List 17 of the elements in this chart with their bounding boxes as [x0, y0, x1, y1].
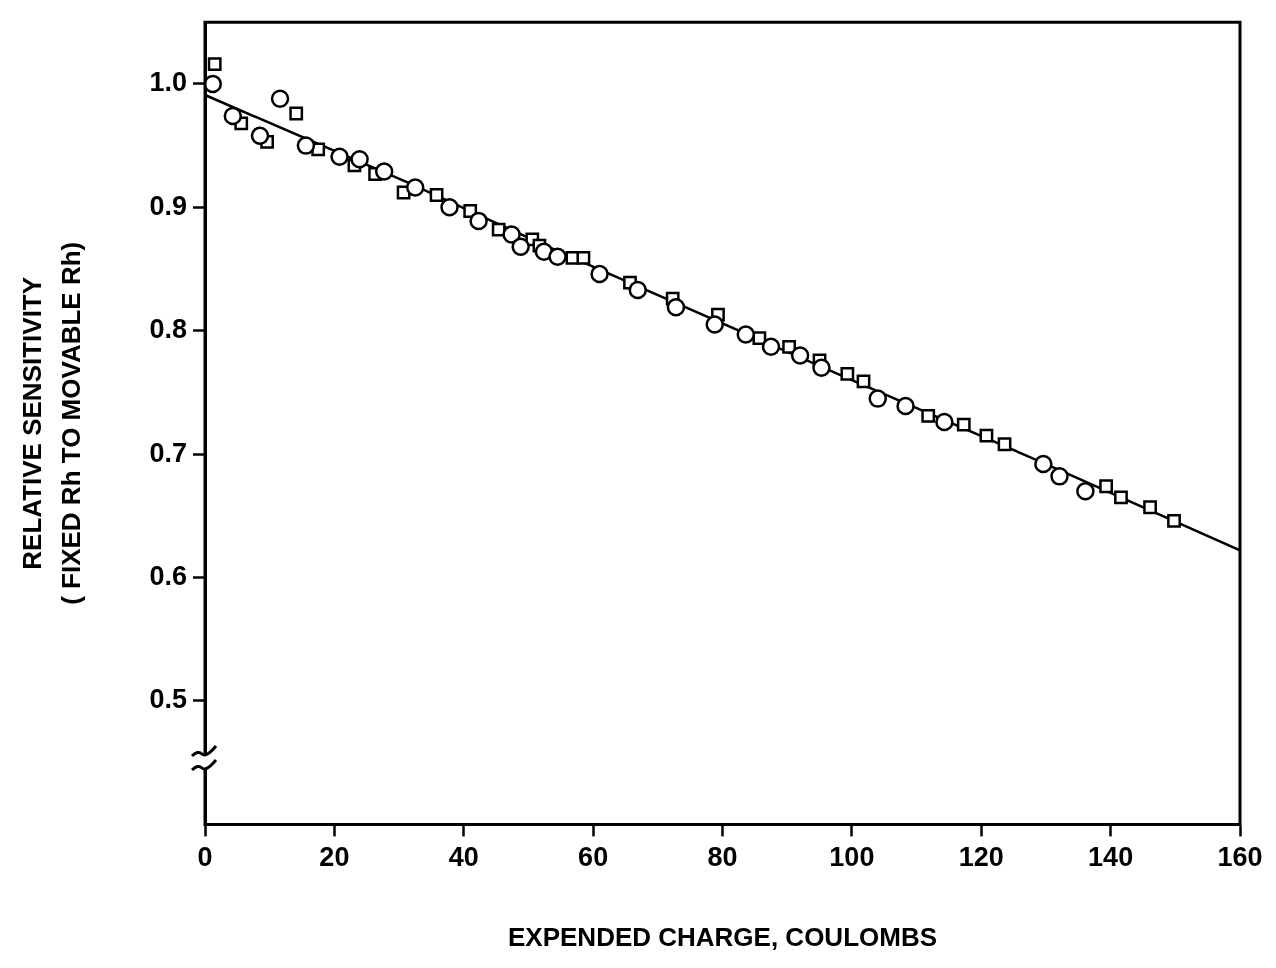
- y-tick-label: 0.9: [149, 190, 187, 221]
- y-tick-label: 0.8: [149, 314, 187, 345]
- x-tick-label: 60: [578, 842, 609, 873]
- y-tick-label: 0.7: [149, 437, 187, 468]
- y-tick-label: 0.5: [149, 684, 187, 715]
- x-tick-label: 0: [197, 842, 213, 873]
- x-tick-label: 100: [829, 842, 875, 873]
- x-tick-label: 20: [319, 842, 350, 873]
- y-tick-label: 0.6: [149, 561, 187, 592]
- x-tick-label: 120: [958, 842, 1004, 873]
- x-tick-label: 140: [1088, 842, 1134, 873]
- x-tick-label: 80: [707, 842, 738, 873]
- x-axis-title: EXPENDED CHARGE, COULOMBS: [507, 921, 938, 952]
- y-axis-title: RELATIVE SENSITIVITY ( FIXED Rh TO MOVABLE Rh): [16, 241, 86, 605]
- y-tick-label: 1.0: [149, 67, 187, 98]
- x-tick-label: 160: [1217, 842, 1263, 873]
- x-tick-label: 40: [448, 842, 479, 873]
